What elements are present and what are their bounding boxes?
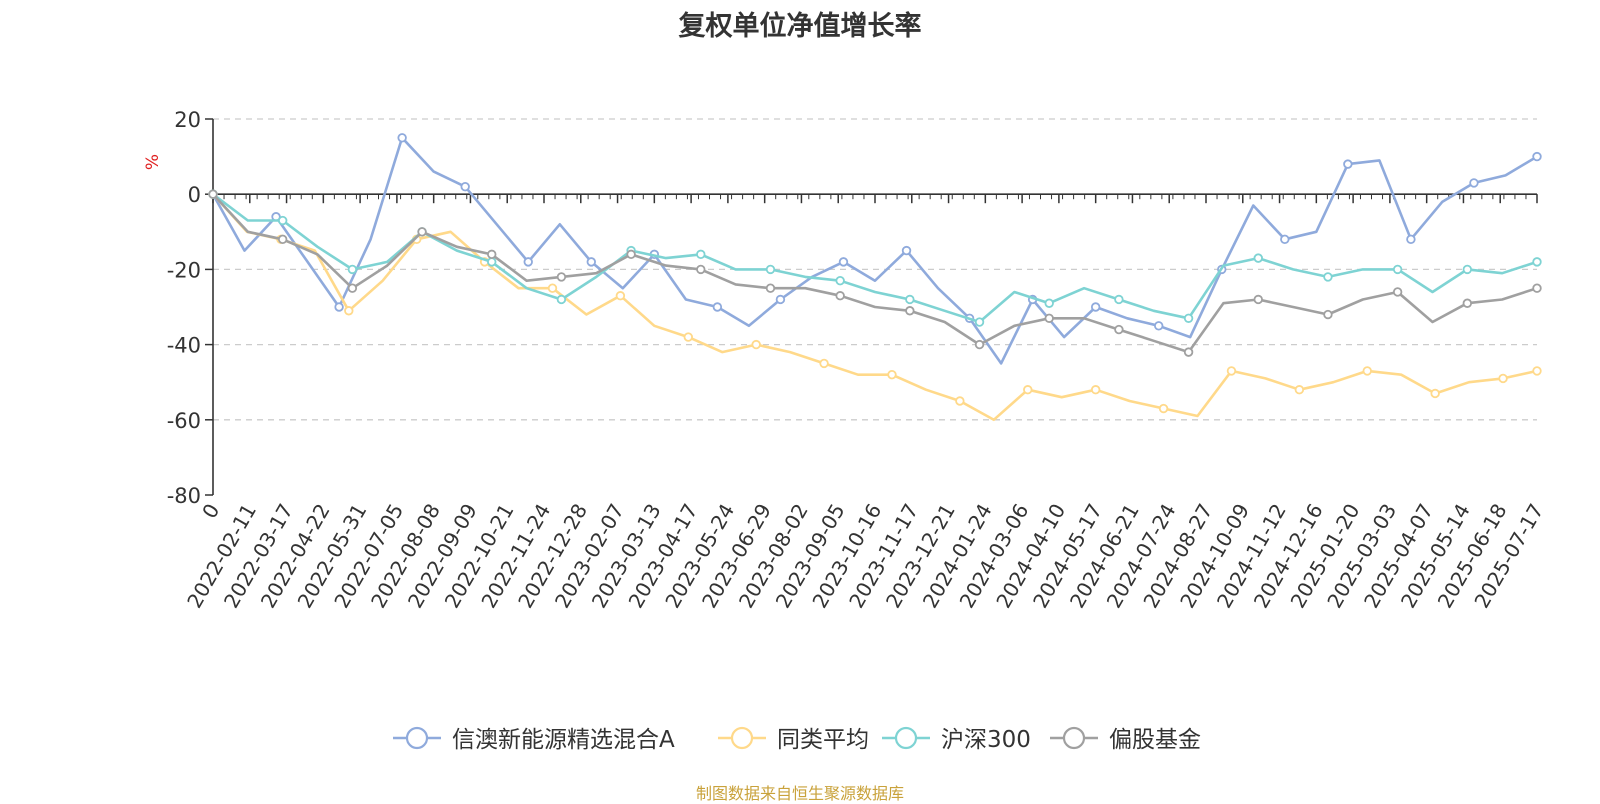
series-point	[683, 332, 693, 342]
series-point	[835, 275, 845, 286]
series-point	[1114, 294, 1124, 305]
series-point	[1253, 294, 1263, 305]
y-tick-label: 0	[188, 183, 201, 207]
series-point	[835, 291, 845, 301]
series-point	[765, 283, 776, 293]
series-point	[974, 339, 985, 350]
series-point	[334, 302, 344, 312]
series-point	[1392, 264, 1403, 275]
legend: 信澳新能源精选混合A 同类平均 沪深300 偏股基金	[393, 726, 1201, 753]
legend-marker-icon	[730, 726, 754, 750]
series-point	[417, 227, 427, 237]
series-point	[208, 189, 218, 199]
series-layer	[208, 133, 1542, 422]
series-point	[547, 283, 558, 293]
series-point	[974, 317, 985, 327]
x-tick-label: 0	[197, 500, 224, 523]
series-point	[1044, 298, 1054, 308]
series-point	[397, 133, 407, 143]
series-point	[1090, 302, 1101, 312]
series-point	[1532, 257, 1542, 267]
series-point	[347, 283, 358, 293]
series-line-0	[211, 136, 1538, 365]
series-point	[1158, 403, 1169, 414]
series-point	[556, 272, 567, 282]
legend-item[interactable]: 沪深300	[882, 726, 1031, 753]
legend-item[interactable]: 偏股基金	[1050, 726, 1201, 753]
series-point	[1462, 298, 1473, 308]
series-point	[1343, 159, 1353, 169]
chart-title: 复权单位净值增长率	[678, 11, 922, 42]
series-point	[1430, 388, 1440, 399]
series-point	[626, 249, 636, 260]
series-point	[1253, 253, 1263, 263]
legend-marker-icon	[1062, 726, 1086, 750]
series-point	[1532, 151, 1542, 162]
series-point	[1114, 324, 1124, 335]
y-axis-unit-label: %	[143, 154, 163, 170]
legend-item[interactable]: 同类平均	[718, 726, 869, 753]
legend-label: 偏股基金	[1109, 727, 1201, 753]
y-tick-label: -40	[167, 334, 201, 358]
series-point	[1323, 309, 1333, 320]
series-point	[838, 257, 849, 267]
legend-label: 沪深300	[941, 727, 1031, 753]
series-point	[1532, 366, 1542, 376]
legend-marker-icon	[894, 726, 918, 750]
series-point	[751, 339, 761, 350]
series-point	[1280, 234, 1290, 245]
series-point	[1154, 321, 1164, 331]
series-point	[696, 249, 706, 260]
series-line-3	[212, 193, 1538, 354]
series-point	[765, 264, 776, 275]
series-point	[901, 245, 912, 256]
series-point	[277, 234, 288, 245]
series-point	[1498, 373, 1508, 384]
y-tick-label: -20	[167, 258, 201, 282]
series-point	[1044, 313, 1054, 323]
series-point	[487, 257, 497, 267]
series-point	[615, 291, 626, 301]
legend-item[interactable]: 信澳新能源精选混合A	[393, 726, 675, 753]
series-point	[1362, 366, 1372, 376]
series-point	[487, 249, 497, 260]
series-point	[1183, 347, 1194, 357]
series-point	[1294, 385, 1305, 395]
series-point	[1469, 178, 1479, 188]
series-point	[905, 294, 915, 305]
y-tick-label: 20	[174, 108, 201, 132]
series-point	[1226, 366, 1237, 376]
legend-label: 信澳新能源精选混合A	[452, 727, 675, 753]
source-note: 制图数据来自恒生聚源数据库	[695, 784, 904, 803]
series-point	[556, 294, 567, 305]
y-tick-label: -80	[167, 484, 201, 508]
series-point	[460, 181, 470, 192]
series-point	[696, 264, 706, 275]
legend-marker-icon	[405, 726, 429, 750]
series-point	[1532, 283, 1542, 293]
series-point	[905, 306, 915, 316]
series-point	[887, 369, 897, 380]
series-point	[775, 294, 786, 305]
legend-label: 同类平均	[777, 727, 869, 753]
series-point	[277, 215, 288, 226]
series-point	[1023, 385, 1033, 395]
series-point	[1090, 385, 1101, 395]
series-point	[344, 306, 354, 316]
grid-layer	[213, 118, 1537, 421]
series-point	[347, 264, 358, 275]
series-line-2	[212, 193, 1538, 324]
series-point	[523, 257, 533, 267]
series-point	[1323, 272, 1333, 282]
series-point	[586, 257, 596, 267]
series-point	[1406, 234, 1416, 245]
series-point	[1183, 313, 1194, 323]
series-point	[819, 358, 829, 369]
series-point	[712, 302, 723, 312]
y-tick-label: -60	[167, 409, 201, 433]
series-point	[1462, 264, 1473, 275]
series-point	[1392, 287, 1403, 297]
series-point	[955, 396, 965, 406]
